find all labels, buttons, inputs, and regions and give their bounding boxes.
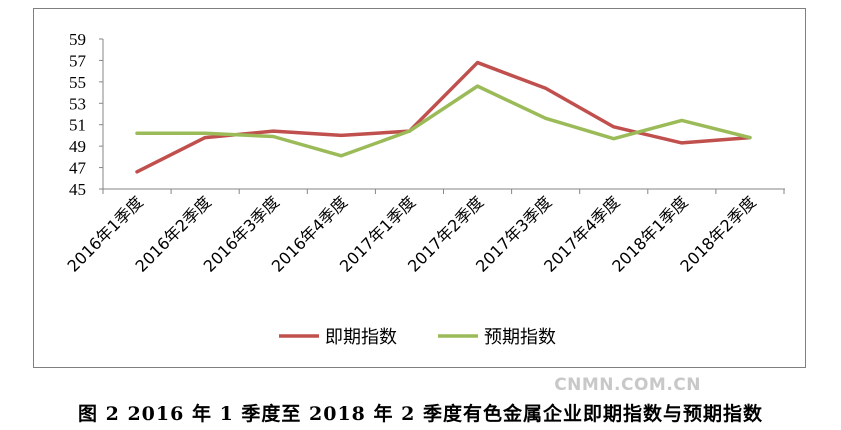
data-point	[476, 61, 479, 65]
data-point	[339, 133, 343, 137]
data-point	[135, 131, 139, 135]
y-tick-label: 59	[69, 30, 86, 49]
data-point	[748, 136, 752, 140]
figure-caption: 图 2 2016 年 1 季度至 2018 年 2 季度有色金属企业即期指数与预…	[78, 403, 763, 425]
data-point	[680, 141, 684, 145]
line-chart: 45474951535557592016年1季度2016年2季度2016年3季度…	[63, 30, 785, 348]
data-point	[203, 136, 207, 140]
y-tick-label: 47	[69, 159, 87, 178]
data-point	[612, 137, 616, 141]
data-point	[135, 170, 139, 174]
data-point	[544, 116, 548, 120]
y-tick-label: 57	[69, 51, 87, 70]
data-point	[271, 129, 275, 133]
y-tick-label: 53	[69, 94, 86, 113]
data-point	[612, 125, 616, 129]
legend-label-1: 即期指数	[325, 327, 397, 348]
data-point	[203, 131, 207, 135]
y-tick-label: 51	[69, 116, 86, 135]
y-tick-label: 45	[69, 180, 86, 199]
legend-label-2: 预期指数	[484, 327, 556, 348]
data-point	[680, 118, 684, 122]
data-point	[544, 86, 548, 90]
data-point	[407, 129, 411, 133]
series-line-2	[135, 84, 752, 158]
y-tick-label: 49	[69, 137, 86, 156]
data-point	[476, 84, 479, 88]
watermark: CNMN.COM.CN	[554, 375, 701, 395]
chart-frame	[33, 8, 806, 368]
data-point	[271, 135, 275, 138]
data-point	[339, 154, 343, 158]
y-tick-label: 55	[69, 73, 86, 92]
series-line-1	[135, 60, 752, 174]
